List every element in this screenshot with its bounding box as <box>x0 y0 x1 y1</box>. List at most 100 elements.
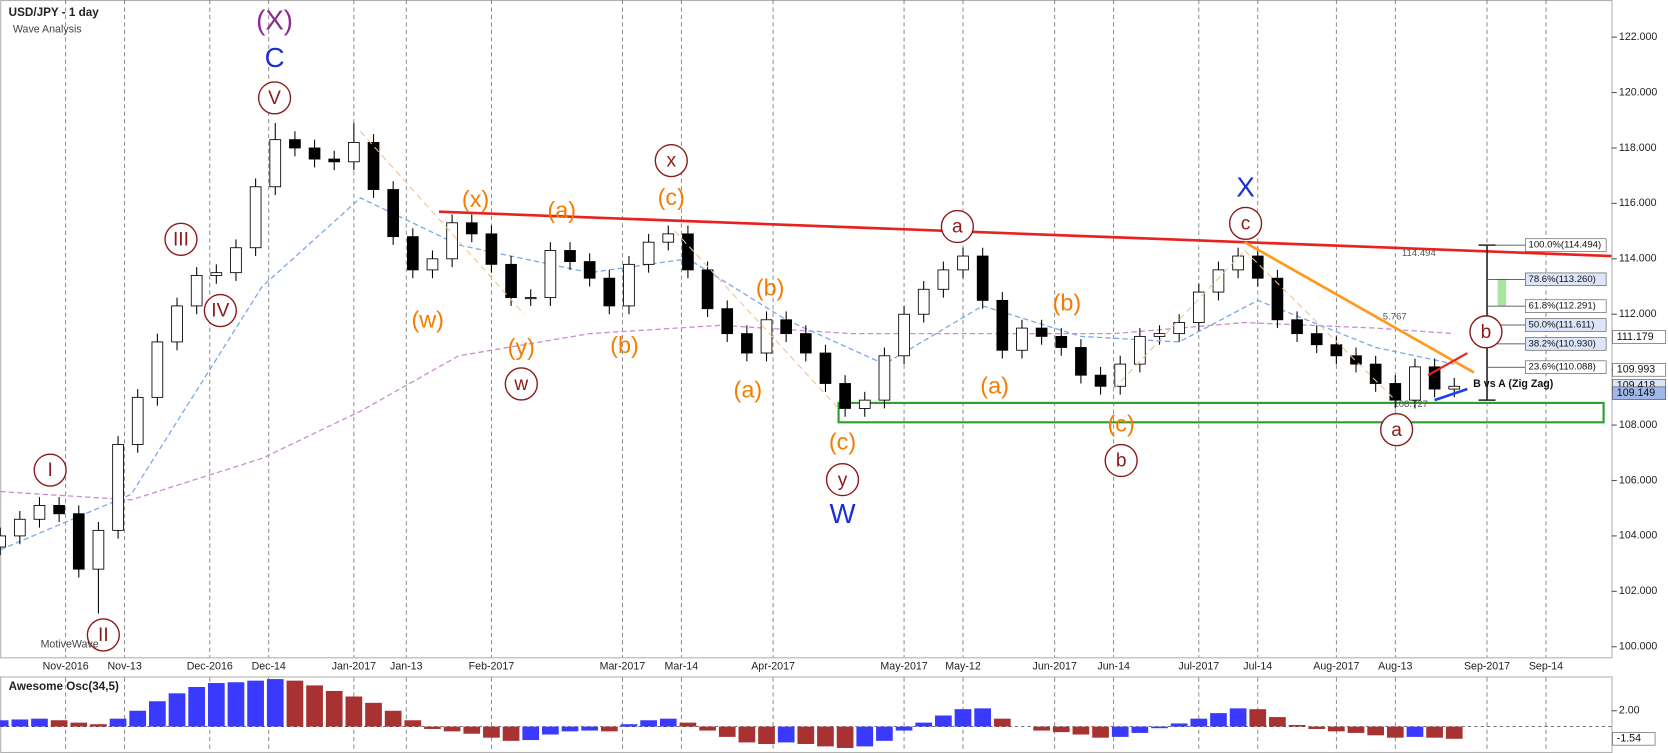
oscillator-bar <box>1426 726 1443 738</box>
y-tick-label: 106.000 <box>1619 474 1657 486</box>
candle-body <box>976 255 989 301</box>
fib-label-box <box>1524 360 1607 374</box>
trendline <box>1434 387 1468 402</box>
candle-body <box>741 333 753 354</box>
wave-label: (b) <box>1053 289 1082 315</box>
oscillator-bar <box>699 726 716 731</box>
trendline <box>674 230 839 409</box>
candle-body <box>544 250 557 299</box>
measure-label: 114.494 <box>1402 248 1437 259</box>
oscillator-bar <box>365 702 382 727</box>
wave-circle <box>203 293 237 328</box>
candle-body <box>1035 327 1048 337</box>
wave-label: w <box>513 374 528 395</box>
oscillator-bar <box>581 726 599 731</box>
candle-body <box>269 139 282 188</box>
wave-label: b <box>1116 451 1127 472</box>
candle-body <box>348 142 360 163</box>
x-tick-label: Jan-2017 <box>332 661 376 673</box>
trendline <box>1244 250 1396 401</box>
oscillator-bar <box>876 726 893 741</box>
candle-body <box>33 505 46 520</box>
x-tick-label: Sep-2017 <box>1464 661 1510 673</box>
oscillator-bar <box>1052 726 1070 733</box>
candle-body <box>760 319 773 354</box>
oscillator-bar <box>1033 726 1050 731</box>
y-tick-label: 118.000 <box>1619 142 1657 154</box>
candle-body <box>721 308 734 335</box>
x-tick-label: Jun-14 <box>1097 661 1130 673</box>
candle-body <box>1389 383 1402 401</box>
wave-circle <box>825 463 860 497</box>
oscillator-bar <box>777 726 795 743</box>
fib-label: 23.6%(110.088) <box>1529 362 1596 373</box>
oscillator-bar <box>188 686 206 727</box>
y-tick-label: 122.000 <box>1619 31 1657 43</box>
wave-label: (x) <box>462 186 489 212</box>
candle-body <box>1428 366 1441 390</box>
candle-body <box>92 529 105 570</box>
oscillator-bar <box>11 719 29 727</box>
oscillator-bar <box>1210 713 1227 727</box>
wave-label: (a) <box>547 197 576 223</box>
y-tick-label: 114.000 <box>1619 253 1657 265</box>
candle-body <box>112 444 124 531</box>
osc-last-tag <box>1612 732 1656 746</box>
candle-body <box>289 139 301 149</box>
x-tick-label: Dec-2016 <box>187 661 233 673</box>
wave-label: a <box>1391 420 1402 441</box>
candle-body <box>603 277 616 307</box>
candle-body <box>957 255 969 271</box>
oscillator-bar <box>149 701 166 727</box>
oscillator-bar <box>325 690 343 727</box>
candle-body <box>505 263 517 299</box>
oscillator-bar <box>70 722 88 727</box>
fib-label-box <box>1524 318 1607 332</box>
candle-body <box>878 355 891 401</box>
fib-label: 78.6%(113.260) <box>1529 274 1596 285</box>
wave-label: (c) <box>829 429 856 455</box>
candle-body <box>819 352 832 384</box>
wave-label: c <box>1241 213 1251 234</box>
fib-caption: B vs A (Zig Zag) <box>1473 378 1554 390</box>
oscillator-bar <box>483 726 500 738</box>
oscillator-bar <box>1170 723 1188 727</box>
wave-circle <box>1228 206 1263 240</box>
price-tag-label: 109.993 <box>1617 364 1655 376</box>
oscillator-bar <box>266 679 284 727</box>
oscillator-bar <box>600 726 618 732</box>
watermark: MotiveWave <box>41 638 99 650</box>
fib-label: 38.2%(110.930) <box>1529 338 1596 349</box>
wave-label: (w) <box>411 306 443 332</box>
oscillator-bar <box>50 720 68 727</box>
candle-body <box>1094 374 1107 387</box>
oscillator-bar <box>1347 726 1365 733</box>
wave-label: (b) <box>756 274 785 300</box>
measure-label: 5.767 <box>1383 312 1407 323</box>
trendline <box>360 130 525 315</box>
wave-label: x <box>666 151 676 172</box>
oscillator-bar <box>345 696 363 727</box>
oscillator-bar <box>974 708 992 727</box>
oscillator-bar <box>679 722 697 727</box>
oscillator-bar <box>817 726 834 747</box>
oscillator-bar <box>0 720 9 727</box>
oscillator-bar <box>915 722 933 727</box>
oscillator-bar <box>207 683 225 727</box>
wave-circle <box>1104 443 1138 478</box>
oscillator-bar <box>797 726 815 745</box>
oscillator-bar <box>1249 709 1267 727</box>
wave-label: (c) <box>658 184 685 210</box>
candle-body <box>131 396 144 445</box>
candle-body <box>210 272 223 276</box>
candle-body <box>1409 366 1421 401</box>
oscillator-bar <box>1131 726 1149 733</box>
candle-body <box>662 233 675 243</box>
candle-body <box>446 222 458 260</box>
candle-body <box>1232 255 1244 271</box>
wave-label: (c) <box>1108 411 1135 437</box>
trendline <box>1427 352 1468 377</box>
oscillator-bar <box>640 720 657 727</box>
x-tick-label: Jul-2017 <box>1178 661 1219 673</box>
oscillator-bar <box>90 724 107 727</box>
